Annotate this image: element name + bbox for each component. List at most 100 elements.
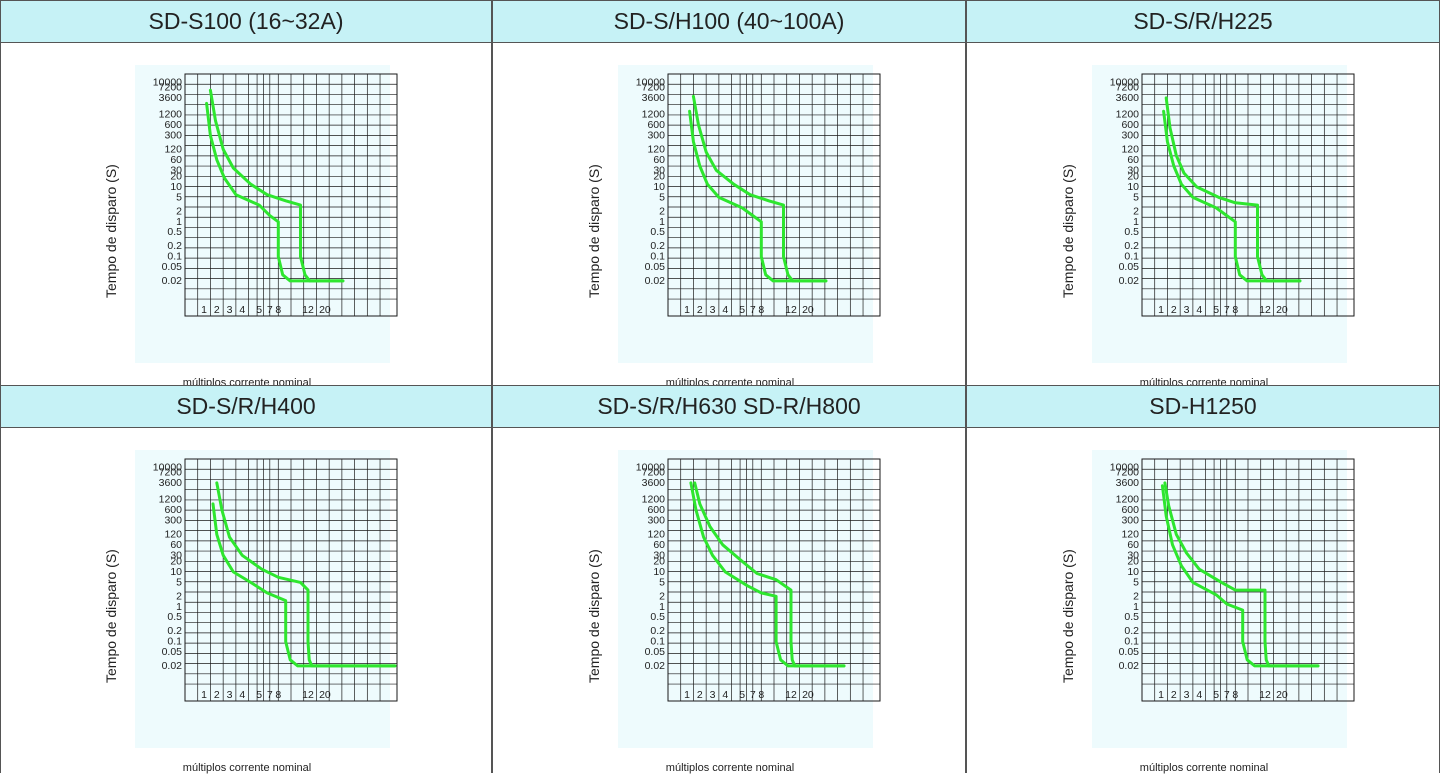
trip-curve-max [1164, 96, 1302, 283]
y-tick-label: 120 [1121, 528, 1139, 540]
y-tick-label: 2 [659, 205, 665, 217]
y-tick-label: 120 [164, 143, 182, 155]
y-tick-label: 5 [659, 191, 665, 203]
y-tick-label: 30 [170, 164, 182, 176]
y-tick-label: 3600 [642, 92, 666, 104]
y-tick-label: 10 [170, 181, 182, 193]
x-tick-label: 12 [1259, 689, 1271, 701]
y-tick-label: 600 [647, 504, 665, 516]
y-tick-label: 3600 [1116, 477, 1140, 489]
y-tick-label: 0.2 [650, 625, 665, 637]
x-axis-label: múltiplos corrente nominal [182, 762, 312, 774]
chart-cell: SD-S/R/H225 Tempo de disparo (S) múltiplos… [966, 0, 1440, 389]
y-tick-label: 0.02 [645, 660, 666, 672]
x-tick-label: 3 [227, 304, 233, 316]
y-tick-label: 300 [1121, 129, 1139, 141]
y-tick-label: 7200 [642, 466, 666, 478]
x-tick-label: 3 [1184, 304, 1190, 316]
y-tick-label: 5 [176, 191, 182, 203]
y-tick-label: 7200 [1116, 81, 1140, 93]
x-tick-label: 1 [201, 304, 207, 316]
y-tick-label: 600 [1121, 119, 1139, 131]
x-tick-label: 7 [267, 304, 273, 316]
x-axis-label: múltiplos corrente nominal [665, 762, 795, 774]
y-tick-label: 3600 [1116, 92, 1140, 104]
y-tick-label: 2 [176, 205, 182, 217]
x-tick-label: 2 [697, 689, 703, 701]
y-tick-label: 10000 [1110, 461, 1139, 473]
trip-curve-max [215, 481, 397, 668]
x-tick-label: 12 [785, 304, 797, 316]
y-tick-label: 300 [647, 514, 665, 526]
x-tick-label: 8 [1232, 304, 1238, 316]
y-tick-label: 20 [1127, 170, 1139, 182]
y-tick-label: 1 [176, 216, 182, 228]
trip-curve-min [211, 502, 397, 668]
chart-cell: SD-H1250 Tempo de disparo (S) múltiplos co… [966, 385, 1440, 774]
chart-plot: 10000720036001200600300120603020105210.5… [135, 450, 398, 748]
chart-title: SD-S100 (16~32A) [1, 1, 491, 43]
x-tick-label: 7 [750, 689, 756, 701]
y-tick-label: 30 [1127, 549, 1139, 561]
chart-cell: SD-S/H100 (40~100A) Tempo de disparo (S) m… [492, 0, 966, 389]
x-axis-label: múltiplos corrente nominal [1139, 762, 1269, 774]
x-tick-label: 4 [239, 304, 245, 316]
chart-plot: 10000720036001200600300120603020105210.5… [135, 65, 398, 363]
y-tick-label: 7200 [1116, 466, 1140, 478]
plot-frame [667, 458, 881, 702]
y-tick-label: 0.05 [1119, 646, 1140, 658]
x-tick-label: 1 [1158, 689, 1164, 701]
y-tick-label: 1 [659, 601, 665, 613]
y-tick-label: 0.2 [650, 240, 665, 252]
chart-plot: 10000720036001200600300120603020105210.5… [618, 65, 881, 363]
x-tick-label: 20 [802, 304, 814, 316]
x-tick-label: 12 [1259, 304, 1271, 316]
x-tick-label: 20 [1276, 689, 1288, 701]
y-tick-label: 1200 [159, 109, 183, 121]
y-tick-label: 30 [653, 164, 665, 176]
x-tick-label: 12 [302, 689, 314, 701]
y-tick-label: 0.05 [1119, 261, 1140, 273]
y-tick-label: 300 [647, 129, 665, 141]
y-tick-label: 0.05 [645, 261, 666, 273]
y-tick-label: 3600 [642, 477, 666, 489]
trip-curve-min [688, 109, 828, 283]
x-tick-label: 3 [227, 689, 233, 701]
y-tick-label: 1 [1133, 216, 1139, 228]
x-tick-label: 1 [201, 689, 207, 701]
x-tick-label: 7 [1224, 304, 1230, 316]
y-tick-label: 10 [1127, 566, 1139, 578]
x-tick-label: 3 [710, 689, 716, 701]
chart-title: SD-H1250 [967, 386, 1439, 428]
y-tick-label: 0.02 [1119, 660, 1140, 672]
x-tick-label: 5 [256, 689, 262, 701]
x-tick-label: 4 [1196, 304, 1202, 316]
y-tick-label: 10 [170, 566, 182, 578]
y-tick-label: 0.2 [167, 240, 182, 252]
y-tick-label: 7200 [159, 81, 183, 93]
x-tick-label: 2 [697, 304, 703, 316]
chart-panel: Tempo de disparo (S) múltiplos corrente n… [967, 43, 1440, 389]
y-tick-label: 1200 [642, 109, 666, 121]
chart-cell: SD-S100 (16~32A) Tempo de disparo (S) múlt… [0, 0, 492, 389]
y-tick-label: 0.05 [162, 646, 183, 658]
x-tick-label: 5 [1213, 304, 1219, 316]
y-tick-label: 0.1 [650, 636, 665, 648]
y-tick-label: 0.5 [650, 611, 665, 623]
y-tick-label: 7200 [159, 466, 183, 478]
y-tick-label: 0.5 [167, 226, 182, 238]
y-tick-label: 0.1 [167, 636, 182, 648]
x-tick-label: 4 [239, 689, 245, 701]
y-tick-label: 120 [647, 143, 665, 155]
y-tick-label: 0.1 [167, 251, 182, 263]
trip-curve-max [208, 88, 345, 283]
x-tick-label: 8 [275, 689, 281, 701]
y-tick-label: 30 [170, 549, 182, 561]
y-tick-label: 2 [176, 590, 182, 602]
y-tick-label: 1 [1133, 601, 1139, 613]
x-tick-label: 8 [275, 304, 281, 316]
y-tick-label: 300 [164, 129, 182, 141]
x-tick-label: 1 [684, 689, 690, 701]
x-tick-label: 5 [739, 689, 745, 701]
x-tick-label: 2 [1171, 689, 1177, 701]
